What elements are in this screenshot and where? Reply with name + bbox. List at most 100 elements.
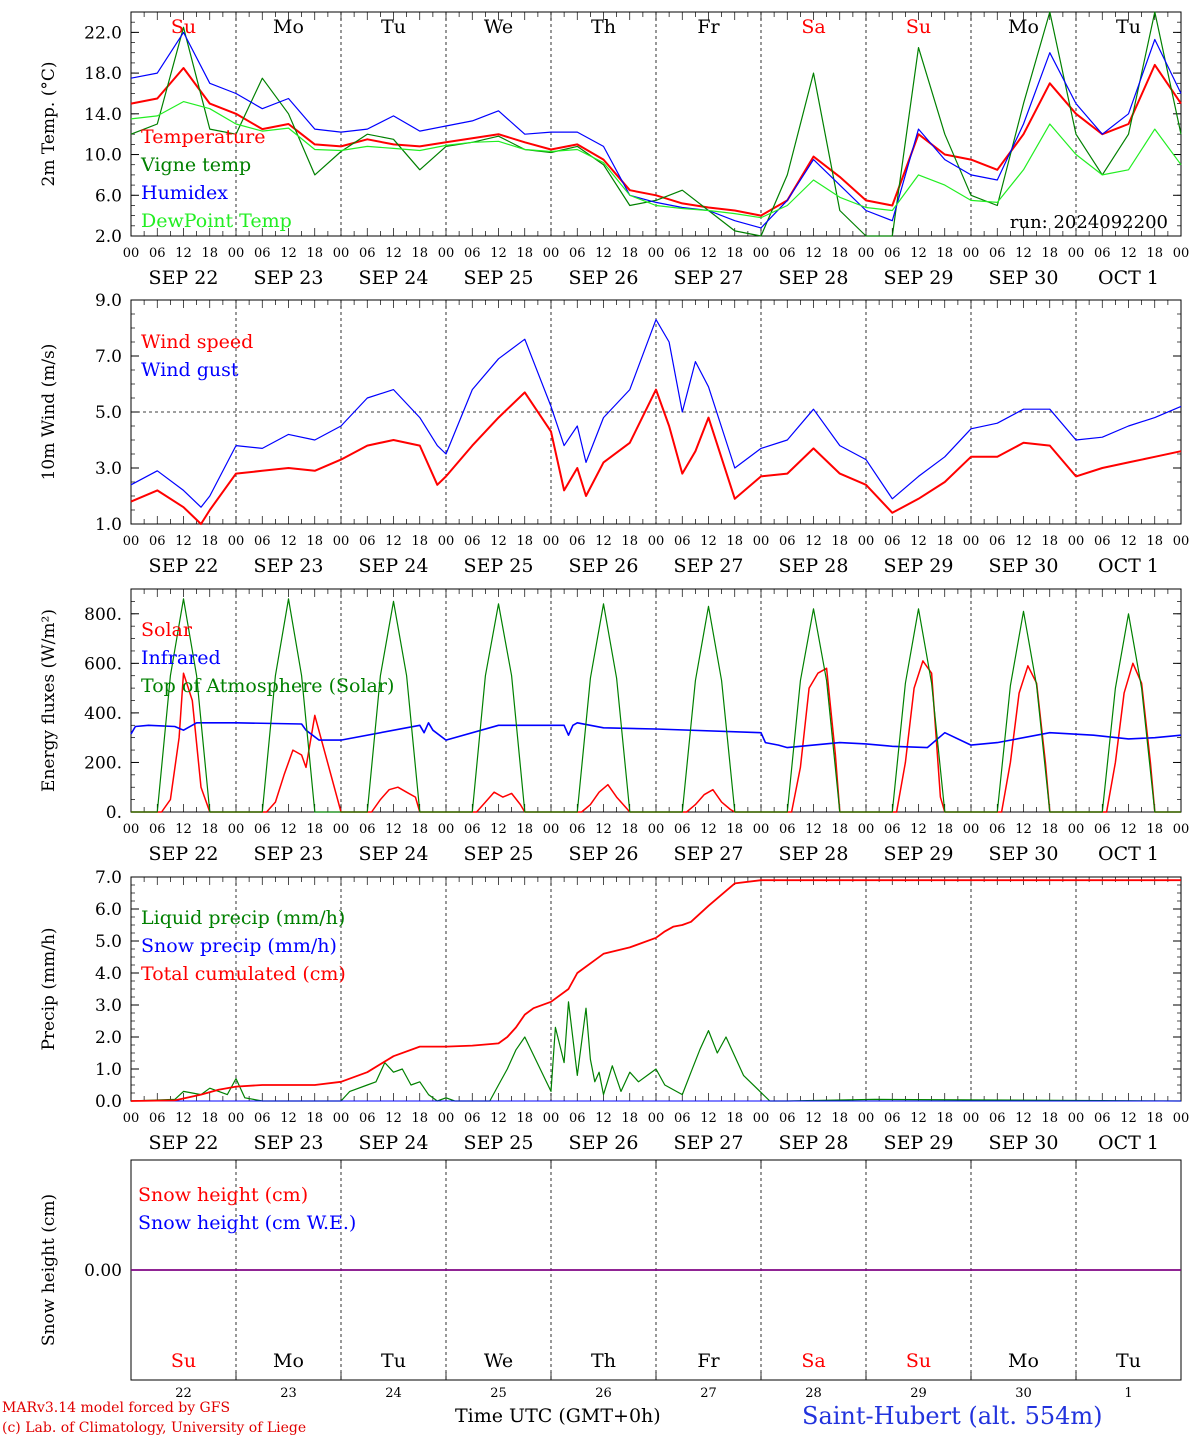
hour-label: 00 [1173, 534, 1190, 549]
hour-label: 12 [910, 822, 927, 837]
hour-label: 06 [884, 822, 901, 837]
hour-label: 00 [648, 822, 665, 837]
hour-label: 06 [464, 246, 481, 261]
day-number-label: 30 [1015, 1386, 1032, 1401]
hour-label: 06 [569, 246, 586, 261]
date-label: SEP 26 [569, 267, 639, 289]
hour-label: 06 [884, 1111, 901, 1126]
hour-label: 00 [438, 534, 455, 549]
hour-label: 06 [149, 534, 166, 549]
day-of-week-label: Su [171, 1350, 196, 1372]
legend-entry: Liquid precip (mm/h) [141, 907, 345, 929]
y-tick-label: 2.0 [95, 1028, 122, 1048]
hour-label: 06 [569, 822, 586, 837]
date-label: SEP 22 [149, 843, 219, 865]
hour-label: 06 [779, 534, 796, 549]
hour-label: 00 [1173, 822, 1190, 837]
hour-label: 18 [1146, 1111, 1163, 1126]
hour-label: 00 [333, 1111, 350, 1126]
hour-label: 12 [1015, 1111, 1032, 1126]
hour-label: 06 [884, 246, 901, 261]
legend-entry: Snow height (cm W.E.) [138, 1212, 356, 1234]
y-axis-title: Precip (mm/h) [39, 927, 59, 1050]
y-tick-label: 7.0 [95, 868, 122, 888]
hour-label: 18 [831, 534, 848, 549]
series-line-4 [130, 101, 1182, 219]
hour-label: 12 [805, 1111, 822, 1126]
y-tick-label: 5.0 [95, 403, 122, 423]
hour-label: 18 [831, 822, 848, 837]
hour-label: 00 [543, 534, 560, 549]
hour-label: 06 [989, 1111, 1006, 1126]
y-tick-label: 6.0 [95, 186, 122, 206]
date-label: OCT 1 [1098, 267, 1159, 289]
hour-label: 12 [700, 534, 717, 549]
hour-label: 18 [621, 1111, 638, 1126]
date-label: SEP 25 [464, 267, 534, 289]
y-tick-label: 6.0 [95, 900, 122, 920]
hour-label: 00 [123, 246, 140, 261]
series-line-3 [131, 598, 1181, 813]
hour-label: 18 [1041, 822, 1058, 837]
hour-label: 12 [490, 534, 507, 549]
hour-label: 00 [963, 246, 980, 261]
y-tick-label: 0. [106, 803, 122, 823]
hour-label: 06 [359, 534, 376, 549]
hour-label: 12 [280, 822, 297, 837]
series-line-2 [130, 319, 1182, 508]
hour-label: 12 [805, 534, 822, 549]
date-label: SEP 30 [989, 1132, 1059, 1154]
hour-label: 00 [543, 1111, 560, 1126]
series-line-1 [130, 388, 1182, 525]
date-label: SEP 30 [989, 555, 1059, 577]
legend-entry: DewPoint Temp [141, 210, 292, 232]
hour-label: 06 [359, 822, 376, 837]
hour-label: 00 [858, 246, 875, 261]
hour-label: 12 [280, 246, 297, 261]
hour-label: 00 [963, 1111, 980, 1126]
hour-label: 18 [831, 246, 848, 261]
legend-entry: Infrared [141, 647, 221, 669]
hour-label: 12 [910, 534, 927, 549]
date-label: SEP 28 [779, 555, 849, 577]
day-number-label: 29 [910, 1386, 927, 1401]
hour-label: 00 [648, 1111, 665, 1126]
date-label: SEP 23 [254, 1132, 324, 1154]
hour-label: 00 [1173, 246, 1190, 261]
hour-label: 12 [700, 822, 717, 837]
day-number-label: 22 [175, 1386, 192, 1401]
hour-label: 18 [621, 822, 638, 837]
hour-label: 06 [989, 246, 1006, 261]
time-axis-label: Time UTC (GMT+0h) [455, 1405, 661, 1427]
hour-label: 00 [1068, 822, 1085, 837]
date-label: SEP 27 [674, 1132, 744, 1154]
hour-label: 00 [543, 822, 560, 837]
y-axis-title: Snow height (cm) [39, 1194, 59, 1346]
date-label: SEP 27 [674, 843, 744, 865]
day-of-week-label: We [484, 1350, 513, 1372]
y-axis-title: 10m Wind (m/s) [39, 344, 59, 481]
hour-label: 18 [411, 822, 428, 837]
date-label: SEP 29 [884, 843, 954, 865]
legend-entry: Wind gust [141, 359, 239, 381]
panel-4: 0.0 1.0 2.0 3.0 4.0 5.0 6.0 7.0 Precip (mm/h) Liq… [39, 868, 1189, 1154]
date-label: SEP 30 [989, 267, 1059, 289]
hour-label: 18 [1146, 822, 1163, 837]
run-annotation: run: 2024092200 [1010, 212, 1168, 233]
hour-label: 06 [254, 822, 271, 837]
hour-label: 06 [569, 1111, 586, 1126]
hour-label: 06 [1094, 1111, 1111, 1126]
hour-label: 12 [385, 822, 402, 837]
hour-label: 18 [1041, 534, 1058, 549]
day-of-week-label: Su [906, 1350, 931, 1372]
lab-credit: (c) Lab. of Climatology, University of L… [2, 1420, 307, 1436]
hour-label: 00 [753, 822, 770, 837]
hour-label: 00 [858, 534, 875, 549]
hour-label: 18 [1146, 246, 1163, 261]
day-of-week-label: Mo [273, 1350, 304, 1372]
hour-label: 12 [1015, 822, 1032, 837]
hour-label: 18 [306, 246, 323, 261]
day-of-week-label: We [484, 16, 513, 38]
hour-label: 18 [726, 1111, 743, 1126]
